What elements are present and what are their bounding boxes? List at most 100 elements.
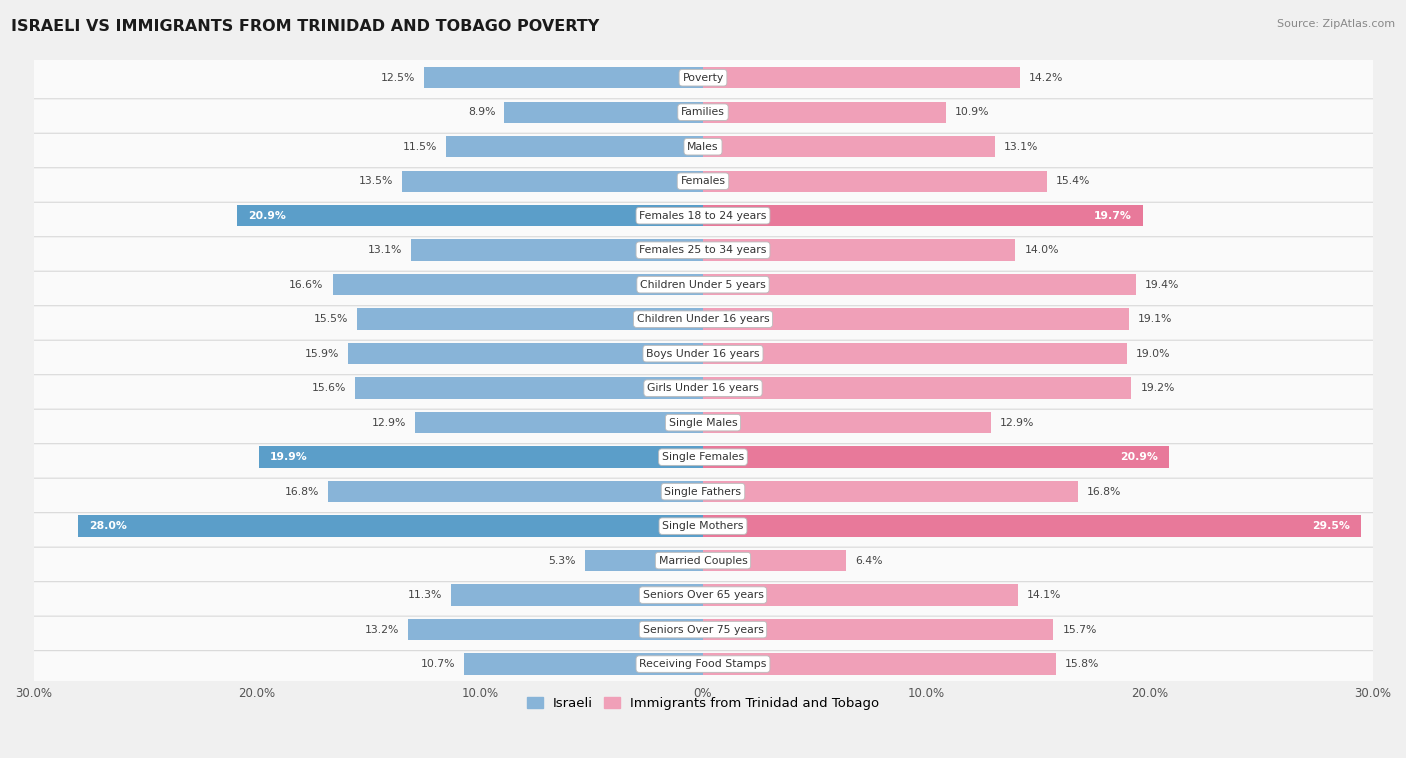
Bar	[703, 446, 1170, 468]
Bar	[446, 136, 703, 158]
Text: Females 18 to 24 years: Females 18 to 24 years	[640, 211, 766, 221]
FancyBboxPatch shape	[20, 57, 1386, 99]
Bar	[703, 515, 1361, 537]
Text: 10.7%: 10.7%	[420, 659, 456, 669]
Text: Single Males: Single Males	[669, 418, 737, 428]
Text: 16.8%: 16.8%	[1087, 487, 1121, 496]
Bar	[259, 446, 703, 468]
FancyBboxPatch shape	[20, 160, 1386, 202]
FancyBboxPatch shape	[20, 264, 1386, 305]
Text: 13.1%: 13.1%	[1004, 142, 1039, 152]
Text: 11.5%: 11.5%	[404, 142, 437, 152]
Bar	[79, 515, 703, 537]
Text: ISRAELI VS IMMIGRANTS FROM TRINIDAD AND TOBAGO POVERTY: ISRAELI VS IMMIGRANTS FROM TRINIDAD AND …	[11, 19, 599, 34]
Bar	[703, 481, 1078, 503]
Bar	[451, 584, 703, 606]
FancyBboxPatch shape	[20, 402, 1386, 443]
Text: 14.2%: 14.2%	[1029, 73, 1063, 83]
Text: Married Couples: Married Couples	[658, 556, 748, 565]
Text: 16.6%: 16.6%	[290, 280, 323, 290]
Text: Receiving Food Stamps: Receiving Food Stamps	[640, 659, 766, 669]
Text: 16.8%: 16.8%	[285, 487, 319, 496]
FancyBboxPatch shape	[20, 298, 1386, 340]
Text: Seniors Over 65 years: Seniors Over 65 years	[643, 590, 763, 600]
Text: Single Females: Single Females	[662, 452, 744, 462]
Text: Girls Under 16 years: Girls Under 16 years	[647, 383, 759, 393]
Text: 28.0%: 28.0%	[90, 521, 127, 531]
Bar	[464, 653, 703, 675]
Bar	[349, 343, 703, 365]
Text: 14.0%: 14.0%	[1025, 245, 1059, 255]
FancyBboxPatch shape	[20, 195, 1386, 236]
Bar	[703, 171, 1046, 192]
Bar	[703, 653, 1056, 675]
Text: 19.2%: 19.2%	[1140, 383, 1175, 393]
Text: 5.3%: 5.3%	[548, 556, 576, 565]
Text: Seniors Over 75 years: Seniors Over 75 years	[643, 625, 763, 634]
Text: 19.1%: 19.1%	[1139, 314, 1173, 324]
Text: 14.1%: 14.1%	[1026, 590, 1062, 600]
Text: 13.1%: 13.1%	[367, 245, 402, 255]
Text: 15.7%: 15.7%	[1063, 625, 1097, 634]
Text: 15.5%: 15.5%	[314, 314, 349, 324]
FancyBboxPatch shape	[20, 367, 1386, 409]
FancyBboxPatch shape	[20, 229, 1386, 271]
Bar	[505, 102, 703, 123]
Bar	[703, 377, 1132, 399]
Text: 8.9%: 8.9%	[468, 107, 495, 117]
Text: Single Mothers: Single Mothers	[662, 521, 744, 531]
Bar	[415, 412, 703, 434]
Bar	[354, 377, 703, 399]
Text: Families: Families	[681, 107, 725, 117]
Text: 19.4%: 19.4%	[1144, 280, 1180, 290]
FancyBboxPatch shape	[20, 574, 1386, 616]
Bar	[703, 67, 1019, 89]
FancyBboxPatch shape	[20, 126, 1386, 168]
Bar	[703, 136, 995, 158]
FancyBboxPatch shape	[20, 505, 1386, 547]
Text: Source: ZipAtlas.com: Source: ZipAtlas.com	[1277, 19, 1395, 29]
FancyBboxPatch shape	[20, 609, 1386, 650]
Bar	[236, 205, 703, 227]
Bar	[703, 274, 1136, 296]
Bar	[703, 102, 946, 123]
Text: Single Fathers: Single Fathers	[665, 487, 741, 496]
Text: 12.5%: 12.5%	[381, 73, 415, 83]
Text: 20.9%: 20.9%	[247, 211, 285, 221]
Text: 19.9%: 19.9%	[270, 452, 308, 462]
Legend: Israeli, Immigrants from Trinidad and Tobago: Israeli, Immigrants from Trinidad and To…	[522, 691, 884, 715]
Bar	[703, 205, 1143, 227]
Text: 6.4%: 6.4%	[855, 556, 882, 565]
Bar	[703, 619, 1053, 641]
Text: 12.9%: 12.9%	[1000, 418, 1035, 428]
Text: Children Under 5 years: Children Under 5 years	[640, 280, 766, 290]
Text: Females 25 to 34 years: Females 25 to 34 years	[640, 245, 766, 255]
Text: 10.9%: 10.9%	[955, 107, 990, 117]
FancyBboxPatch shape	[20, 540, 1386, 581]
FancyBboxPatch shape	[20, 471, 1386, 512]
FancyBboxPatch shape	[20, 436, 1386, 478]
Bar	[411, 240, 703, 261]
Text: 15.8%: 15.8%	[1064, 659, 1099, 669]
Bar	[328, 481, 703, 503]
FancyBboxPatch shape	[20, 333, 1386, 374]
FancyBboxPatch shape	[20, 643, 1386, 685]
Text: 13.2%: 13.2%	[366, 625, 399, 634]
Text: Poverty: Poverty	[682, 73, 724, 83]
Text: 15.9%: 15.9%	[305, 349, 339, 359]
Bar	[703, 309, 1129, 330]
Text: 19.0%: 19.0%	[1136, 349, 1170, 359]
Text: 13.5%: 13.5%	[359, 176, 392, 186]
Text: 15.6%: 15.6%	[312, 383, 346, 393]
Bar	[357, 309, 703, 330]
Text: Females: Females	[681, 176, 725, 186]
Bar	[703, 550, 846, 572]
Bar	[585, 550, 703, 572]
Text: 12.9%: 12.9%	[371, 418, 406, 428]
Bar	[703, 584, 1018, 606]
Text: Males: Males	[688, 142, 718, 152]
Text: Children Under 16 years: Children Under 16 years	[637, 314, 769, 324]
Text: 29.5%: 29.5%	[1312, 521, 1350, 531]
Bar	[425, 67, 703, 89]
Text: 11.3%: 11.3%	[408, 590, 441, 600]
